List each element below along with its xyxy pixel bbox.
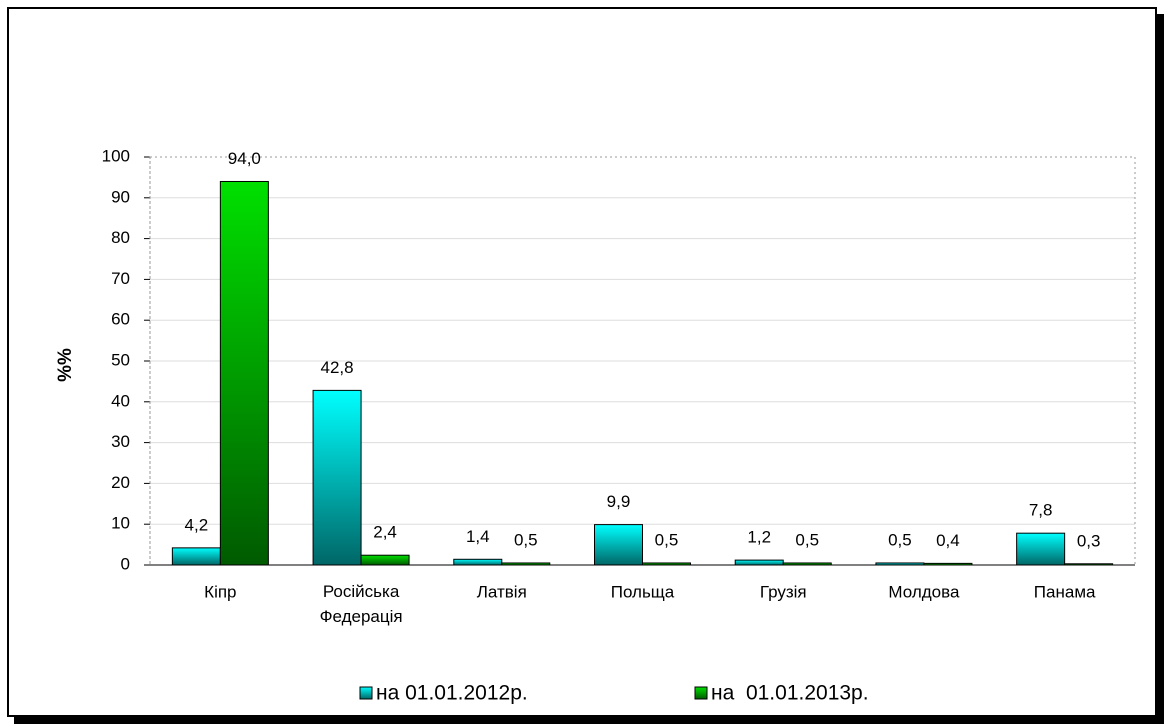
x-tick-label: Польща (611, 582, 675, 601)
legend-swatch (694, 686, 708, 700)
y-axis-label: %% (55, 348, 76, 382)
y-tick-label: 100 (102, 146, 130, 165)
x-tick-label: Грузія (760, 582, 807, 601)
bar (642, 562, 691, 566)
data-label: 9,9 (607, 492, 631, 511)
y-tick-label: 30 (111, 432, 130, 451)
bar (1064, 563, 1114, 566)
bar (501, 562, 551, 566)
bar (594, 524, 643, 566)
bar (453, 558, 503, 566)
y-tick-label: 90 (111, 187, 130, 206)
x-tick-label: Російська Федерація (320, 582, 403, 626)
x-tick-label: Молдова (888, 582, 960, 601)
bar (1016, 532, 1066, 566)
data-label: 0,5 (655, 530, 679, 549)
legend-swatch (359, 686, 373, 700)
y-tick-label: 40 (111, 391, 130, 410)
bar (171, 547, 221, 566)
data-label: 1,2 (747, 528, 771, 547)
data-label: 42,8 (321, 358, 354, 377)
data-label: 1,4 (466, 527, 490, 546)
data-label: 0,5 (514, 530, 538, 549)
bar (782, 562, 832, 566)
legend-label: на 01.01.2012р. (376, 682, 528, 705)
bar (219, 180, 269, 566)
bar (734, 559, 784, 566)
y-tick-label: 60 (111, 310, 130, 329)
data-label: 0,3 (1077, 531, 1101, 550)
x-tick-label: Кіпр (204, 582, 236, 601)
bar (923, 562, 973, 566)
y-tick-label: 10 (111, 514, 130, 533)
frame (7, 7, 1157, 717)
data-label: 7,8 (1029, 501, 1053, 520)
data-label: 0,5 (795, 530, 819, 549)
bar (312, 389, 362, 566)
data-label: 2,4 (373, 523, 397, 542)
y-tick-label: 80 (111, 228, 130, 247)
data-label: 0,4 (936, 531, 960, 550)
legend-label: на 01.01.2013р. (711, 682, 869, 705)
data-label: 0,5 (888, 530, 912, 549)
data-label: 4,2 (185, 515, 209, 534)
data-label: 94,0 (228, 149, 261, 168)
y-tick-label: 70 (111, 269, 130, 288)
x-tick-label: Латвія (477, 582, 527, 601)
y-tick-label: 20 (111, 473, 130, 492)
bar (875, 562, 925, 566)
x-tick-label: Панама (1034, 582, 1096, 601)
y-tick-label: 50 (111, 350, 130, 369)
bar (360, 554, 410, 566)
y-tick-label: 0 (121, 554, 130, 573)
